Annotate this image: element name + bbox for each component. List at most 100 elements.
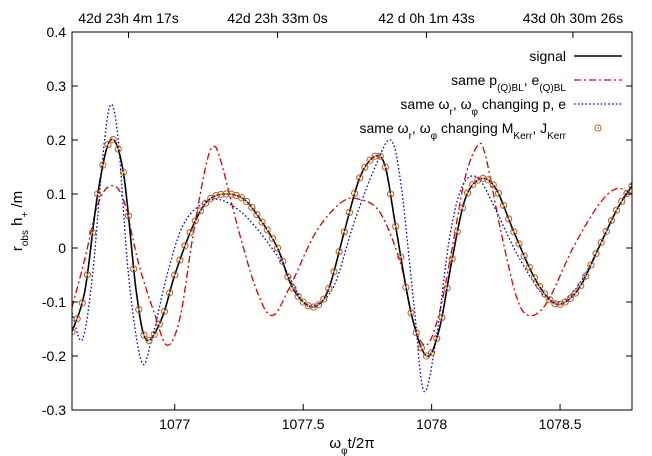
data-point-core [523,254,526,258]
data-point-core [183,244,187,247]
data-point [304,302,312,310]
data-point-core [584,275,587,278]
data-point [525,263,533,272]
data-point-core [245,200,248,203]
data-point-core [451,257,454,260]
data-point [130,265,138,273]
data-point-core [507,217,510,221]
data-point-core [363,166,366,169]
data-point [433,334,441,343]
data-point-core [260,220,264,224]
y-tick-label: 0 [58,240,66,256]
data-point [94,190,102,198]
data-point-core [214,194,217,197]
data-point-core [302,300,305,304]
data-point-core [610,219,613,222]
data-point [535,282,544,290]
data-point-core [564,300,567,304]
data-point [484,176,492,184]
data-point-core [158,322,161,326]
data-point [196,207,205,215]
data-point [248,203,256,211]
data-point [140,331,148,339]
data-point [607,216,616,225]
data-point-core [91,231,94,234]
data-point-core [204,202,207,205]
data-point [124,212,133,220]
y-tick-label: -0.1 [42,294,66,310]
data-point [458,204,467,212]
data-point-core [553,302,557,305]
data-point-core [492,183,495,186]
data-point [99,161,107,169]
legend-marker [594,124,602,132]
data-point-core [466,191,469,195]
data-point-core [235,194,238,197]
data-point [109,136,117,144]
data-point-core [338,250,341,253]
data-point-core [322,298,325,301]
data-point-core [189,231,192,234]
data-point [407,309,415,317]
data-point [422,352,431,360]
data-point [222,190,230,198]
data-point [628,182,632,190]
data-point-core [317,303,320,306]
data-point-core [384,165,387,169]
data-point [566,294,574,302]
data-point-core [276,246,279,250]
series-line-3 [72,103,632,393]
data-point [150,330,158,339]
data-point [83,271,92,279]
data-point-core [435,337,438,340]
data-point [530,274,538,282]
data-point [299,298,307,306]
data-point [479,174,487,182]
data-point [587,261,595,269]
data-point-core [487,178,490,181]
data-point [176,256,184,264]
y-tick-label: 0.2 [47,132,67,148]
data-point [551,300,559,308]
data-point-core [132,267,135,271]
data-point [474,176,482,184]
data-point-core [569,297,572,300]
data-point [597,238,605,247]
data-point-core [461,206,464,210]
data-point-core [147,339,151,342]
y-tick-label: -0.2 [42,348,66,364]
data-point-core [415,331,418,334]
data-point [263,226,271,234]
data-point [510,228,518,236]
data-point-core [594,252,598,255]
data-point [464,189,472,197]
data-point [546,296,554,304]
top-tick-label: 42 d 0h 1m 43s [378,10,475,26]
data-point-core [600,241,603,244]
data-point-core [379,155,382,158]
data-point [402,283,410,291]
data-point [361,163,369,171]
data-point-core [225,192,228,196]
data-point [171,271,179,279]
data-point [166,289,174,297]
data-point [88,228,97,237]
data-point-core [230,193,233,196]
data-point [330,268,338,276]
data-point [577,282,585,290]
data-point [181,242,189,250]
data-point [279,257,287,265]
data-point [237,194,246,202]
data-point-core [271,237,274,240]
data-point [119,168,127,176]
data-point-core [409,311,413,314]
data-point [243,197,251,206]
data-point [602,227,610,235]
data-point [438,313,446,322]
data-point-core [240,196,243,199]
data-point-core [589,263,593,267]
data-point-core [137,308,140,311]
data-point-core [538,285,541,288]
data-point-core [620,200,623,203]
